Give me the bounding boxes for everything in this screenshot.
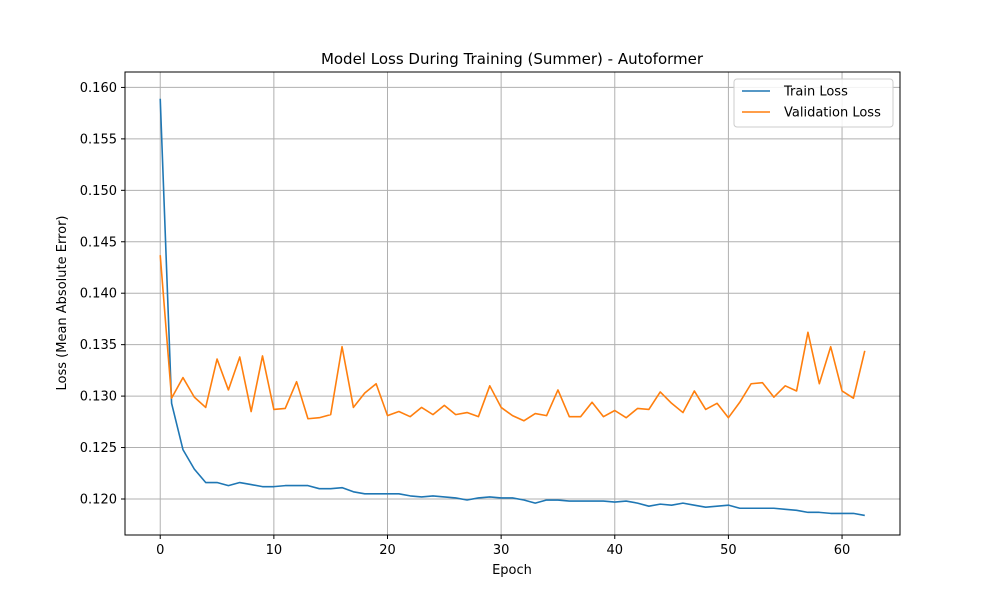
y-axis-label: Loss (Mean Absolute Error) xyxy=(55,216,70,391)
y-axis-ticks: 0.120 0.125 0.130 0.135 0.140 0.145 0.150 0.155… xyxy=(80,81,125,507)
y-tick-label: 0.120 xyxy=(80,492,117,507)
y-tick-label: 0.135 xyxy=(80,338,117,353)
y-tick-label: 0.140 xyxy=(80,287,117,302)
series-lines xyxy=(159,98,866,517)
y-tick-label: 0.125 xyxy=(80,441,117,456)
y-tick-label: 0.130 xyxy=(80,390,117,405)
legend-label: Validation Loss xyxy=(784,106,881,121)
y-tick-label: 0.155 xyxy=(80,132,117,147)
y-tick-label: 0.145 xyxy=(80,235,117,250)
x-tick-label: 30 xyxy=(493,543,510,558)
legend-box xyxy=(733,78,894,128)
x-axis-label: Epoch xyxy=(492,563,532,578)
x-tick-label: 40 xyxy=(606,543,623,558)
legend: Train Loss Validation Loss xyxy=(733,78,894,128)
x-tick-label: 60 xyxy=(834,543,851,558)
x-tick-label: 10 xyxy=(266,543,283,558)
legend-label: Train Loss xyxy=(783,85,848,100)
series-line-0 xyxy=(159,98,865,517)
x-axis-ticks: 0 10 20 30 40 50 60 xyxy=(156,535,850,558)
series-line-1 xyxy=(159,255,866,422)
y-tick-label: 0.160 xyxy=(80,81,117,96)
x-tick-label: 20 xyxy=(379,543,396,558)
grid xyxy=(125,72,900,535)
y-tick-label: 0.150 xyxy=(80,184,117,199)
x-tick-label: 0 xyxy=(156,543,164,558)
chart-title: Model Loss During Training (Summer) - Au… xyxy=(321,50,704,68)
x-tick-label: 50 xyxy=(720,543,737,558)
plot-frame xyxy=(124,71,901,536)
